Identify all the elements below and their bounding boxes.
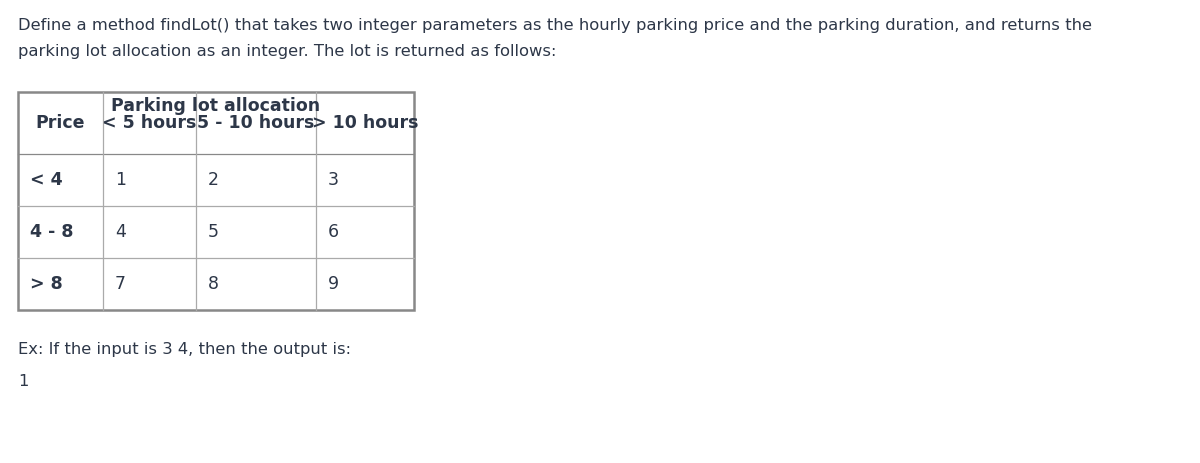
Text: 9: 9 <box>328 275 340 293</box>
Text: Parking lot allocation: Parking lot allocation <box>112 97 320 115</box>
Text: < 5 hours: < 5 hours <box>102 114 197 132</box>
Text: > 8: > 8 <box>30 275 62 293</box>
Text: < 4: < 4 <box>30 171 62 189</box>
Text: 4 - 8: 4 - 8 <box>30 223 73 241</box>
Text: 1: 1 <box>18 374 29 389</box>
Text: Ex: If the input is 3 4, then the output is:: Ex: If the input is 3 4, then the output… <box>18 342 352 357</box>
Text: 4: 4 <box>115 223 126 241</box>
Text: Price: Price <box>36 114 85 132</box>
Text: 6: 6 <box>328 223 340 241</box>
Text: 1: 1 <box>115 171 126 189</box>
Text: Define a method findLot() that takes two integer parameters as the hourly parkin: Define a method findLot() that takes two… <box>18 18 1092 33</box>
Text: 8: 8 <box>208 275 220 293</box>
Text: 7: 7 <box>115 275 126 293</box>
Text: 5: 5 <box>208 223 220 241</box>
Text: 2: 2 <box>208 171 220 189</box>
Bar <box>18 92 414 310</box>
Text: > 10 hours: > 10 hours <box>312 114 419 132</box>
Text: 5 - 10 hours: 5 - 10 hours <box>197 114 314 132</box>
Text: 3: 3 <box>328 171 340 189</box>
Text: parking lot allocation as an integer. The lot is returned as follows:: parking lot allocation as an integer. Th… <box>18 44 557 59</box>
